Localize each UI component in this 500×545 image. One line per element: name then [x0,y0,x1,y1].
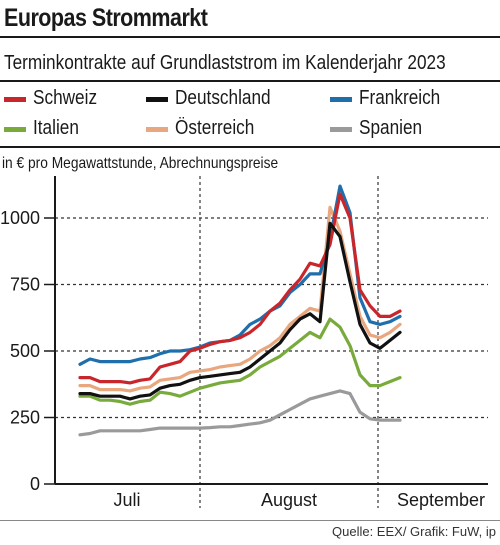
legend-label: Italien [33,117,79,139]
source-note: Quelle: EEX/ Grafik: FuW, ip [332,524,496,539]
y-axis-unit-label: in € pro Megawattstunde, Abrechnungsprei… [2,155,279,172]
legend-swatch [330,127,352,132]
legend-label: Frankreich [359,87,441,109]
y-tick-label: 750 [10,275,40,295]
chart-title: Europas Strommarkt [4,4,208,32]
title-divider [0,36,500,38]
x-month-label-august: August [261,490,317,510]
chart-subtitle: Terminkontrakte auf Grundlaststrom im Ka… [4,52,446,74]
legend-label: Deutschland [175,87,271,109]
subtitle-divider [0,80,500,82]
series-line-spanien [78,389,402,437]
footer-divider [0,520,500,521]
legend-swatch [146,97,168,102]
y-tick-label: 1000 [0,208,40,228]
x-month-label-september: September [397,490,485,510]
legend-swatch [4,97,26,102]
series-line-frankreich [78,184,402,366]
legend-label: Spanien [359,117,423,139]
legend-label: Schweiz [33,87,98,109]
legend-divider [0,146,500,148]
legend-swatch [4,127,26,132]
series-line-schweiz [78,192,402,385]
y-tick-label: 250 [10,408,40,428]
legend-swatch [146,127,168,132]
legend-swatch [330,97,352,102]
y-tick-label: 500 [10,341,40,361]
legend-label: Österreich [175,117,255,139]
x-month-label-juli: Juli [113,490,140,510]
series-line-italien [78,317,402,406]
series-line-deutschland [78,221,402,401]
y-tick-label: 0 [30,474,40,494]
